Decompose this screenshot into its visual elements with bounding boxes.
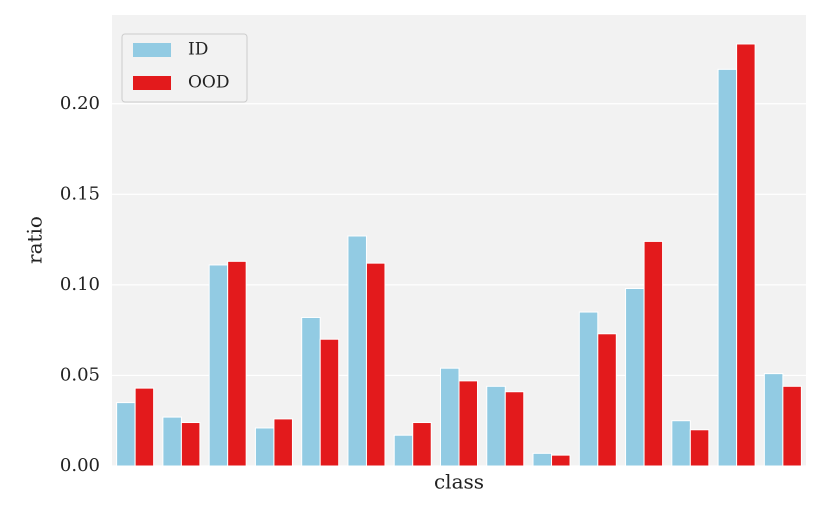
bar — [180, 422, 201, 467]
bar — [301, 316, 321, 467]
legend-swatch — [133, 76, 171, 90]
bar — [532, 452, 553, 467]
bar — [162, 416, 182, 467]
bar — [597, 333, 617, 467]
bar — [782, 385, 802, 467]
bar — [412, 422, 432, 467]
bar — [319, 338, 340, 467]
bar — [134, 387, 155, 467]
y-tick-label: 0.00 — [60, 455, 100, 476]
bar — [393, 434, 414, 467]
y-tick-label: 0.10 — [60, 274, 100, 295]
bar — [578, 311, 599, 467]
y-axis-label: ratio — [23, 216, 47, 264]
bar — [717, 68, 738, 467]
bar — [227, 260, 247, 467]
y-tick-label: 0.15 — [60, 183, 100, 204]
bar — [347, 235, 367, 467]
y-tick-label: 0.05 — [60, 364, 100, 385]
bar — [439, 367, 460, 467]
bar — [365, 262, 386, 467]
bar — [486, 385, 506, 467]
bar — [551, 454, 571, 467]
x-axis-label: class — [434, 470, 484, 494]
legend-swatch — [133, 43, 171, 57]
legend-label: OOD — [188, 73, 230, 93]
bar — [273, 418, 293, 467]
bar — [625, 287, 645, 467]
bar — [643, 240, 664, 467]
bar — [504, 391, 525, 467]
bar — [208, 264, 229, 467]
bar — [736, 43, 756, 467]
bar — [116, 402, 136, 467]
bar — [671, 420, 691, 467]
bar — [254, 427, 275, 467]
y-tick-label: 0.20 — [60, 93, 100, 114]
bar — [689, 429, 710, 467]
legend-label: ID — [188, 40, 208, 60]
bar — [458, 380, 479, 467]
bar — [763, 373, 784, 467]
